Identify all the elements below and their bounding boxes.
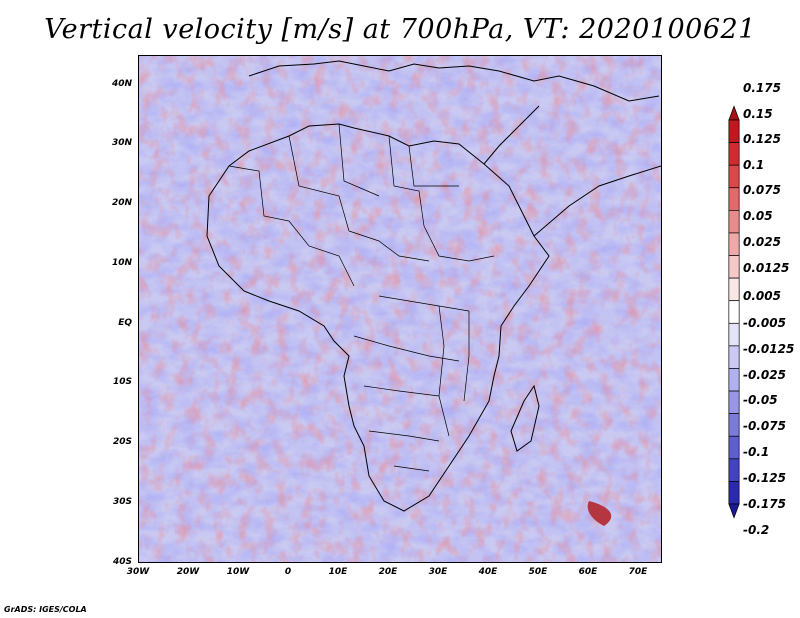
colorbar-label-12: -0.025 bbox=[743, 368, 786, 382]
colorbar-label-9: 0.005 bbox=[743, 289, 781, 303]
colorbar-bin bbox=[728, 481, 740, 505]
lon-label-0: 0 bbox=[284, 567, 292, 577]
colorbar-label-18: -0.2 bbox=[743, 523, 770, 537]
colorbar-label-4: 0.1 bbox=[743, 158, 765, 172]
coastline-africa bbox=[206, 60, 661, 512]
colorbar-bin bbox=[728, 300, 740, 324]
colorbar-label-10: -0.005 bbox=[743, 316, 786, 330]
colorbar-bin bbox=[728, 105, 740, 121]
lat-label-eq: EQ bbox=[118, 318, 132, 328]
colorbar-bin bbox=[728, 345, 740, 369]
colorbar-bin bbox=[728, 503, 740, 519]
colorbar-bin bbox=[728, 119, 740, 143]
lon-label-40e: 40E bbox=[478, 567, 498, 577]
lon-label-10w: 10W bbox=[226, 567, 250, 577]
lat-label-20s: 20S bbox=[112, 437, 132, 447]
lon-label-30e: 30E bbox=[428, 567, 448, 577]
lon-label-50e: 50E bbox=[528, 567, 548, 577]
lat-label-10n: 10N bbox=[111, 258, 132, 268]
colorbar-label-13: -0.05 bbox=[743, 393, 778, 407]
colorbar-label-17: -0.175 bbox=[743, 497, 786, 511]
map-title: Vertical velocity [m/s] at 700hPa, VT: 2… bbox=[44, 14, 756, 45]
colorbar-bin bbox=[728, 210, 740, 234]
colorbar-label-14: -0.075 bbox=[743, 419, 786, 433]
lat-label-30n: 30N bbox=[111, 138, 132, 148]
colorbar-label-16: -0.125 bbox=[743, 471, 786, 485]
country-borders bbox=[228, 123, 495, 472]
colorbar-bin bbox=[728, 164, 740, 189]
lat-label-40s: 40S bbox=[112, 557, 132, 567]
map-panel bbox=[138, 55, 662, 563]
colorbar-label-2: 0.15 bbox=[743, 107, 773, 121]
colorbar-label-3: 0.125 bbox=[743, 132, 781, 146]
colorbar-label-6: 0.05 bbox=[743, 209, 773, 223]
colorbar-bin bbox=[728, 142, 740, 166]
colorbar-bin bbox=[728, 413, 740, 437]
colorbar-label-1: 0.175 bbox=[743, 81, 781, 95]
colorbar-bin bbox=[728, 277, 740, 302]
colorbar-bin bbox=[728, 322, 740, 347]
lon-label-30w: 30W bbox=[126, 567, 150, 577]
vertical-velocity-field bbox=[139, 56, 661, 562]
lon-label-20e: 20E bbox=[378, 567, 398, 577]
colorbar-label-8: 0.0125 bbox=[743, 261, 790, 275]
colorbar-bin bbox=[728, 458, 740, 482]
cyclone-feature bbox=[587, 501, 612, 526]
colorbar-bin bbox=[728, 187, 740, 211]
lat-label-40n: 40N bbox=[111, 79, 132, 89]
colorbar-bin bbox=[728, 390, 740, 414]
lon-label-20w: 20W bbox=[176, 567, 200, 577]
colorbar-bin bbox=[728, 232, 740, 256]
colorbar-label-11: -0.0125 bbox=[743, 342, 795, 356]
lat-label-10s: 10S bbox=[112, 377, 132, 387]
colorbar-label-15: -0.1 bbox=[743, 445, 770, 459]
colorbar bbox=[728, 105, 740, 519]
lon-label-60e: 60E bbox=[578, 567, 598, 577]
colorbar-label-5: 0.075 bbox=[743, 183, 781, 197]
colorbar-bin bbox=[728, 368, 740, 392]
colorbar-label-7: 0.025 bbox=[743, 235, 781, 249]
grads-credit: GrADS: IGES/COLA bbox=[4, 605, 87, 614]
lat-label-20n: 20N bbox=[111, 198, 132, 208]
lat-label-30s: 30S bbox=[112, 497, 132, 507]
lon-label-10e: 10E bbox=[328, 567, 348, 577]
lon-label-70e: 70E bbox=[628, 567, 648, 577]
colorbar-bin bbox=[728, 435, 740, 460]
colorbar-bin bbox=[728, 255, 740, 279]
